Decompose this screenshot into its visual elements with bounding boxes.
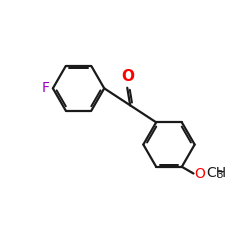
Text: 3: 3 — [216, 170, 223, 180]
Text: O: O — [121, 69, 134, 84]
Text: O: O — [194, 166, 205, 180]
Text: F: F — [41, 81, 49, 95]
Text: CH: CH — [206, 166, 226, 179]
